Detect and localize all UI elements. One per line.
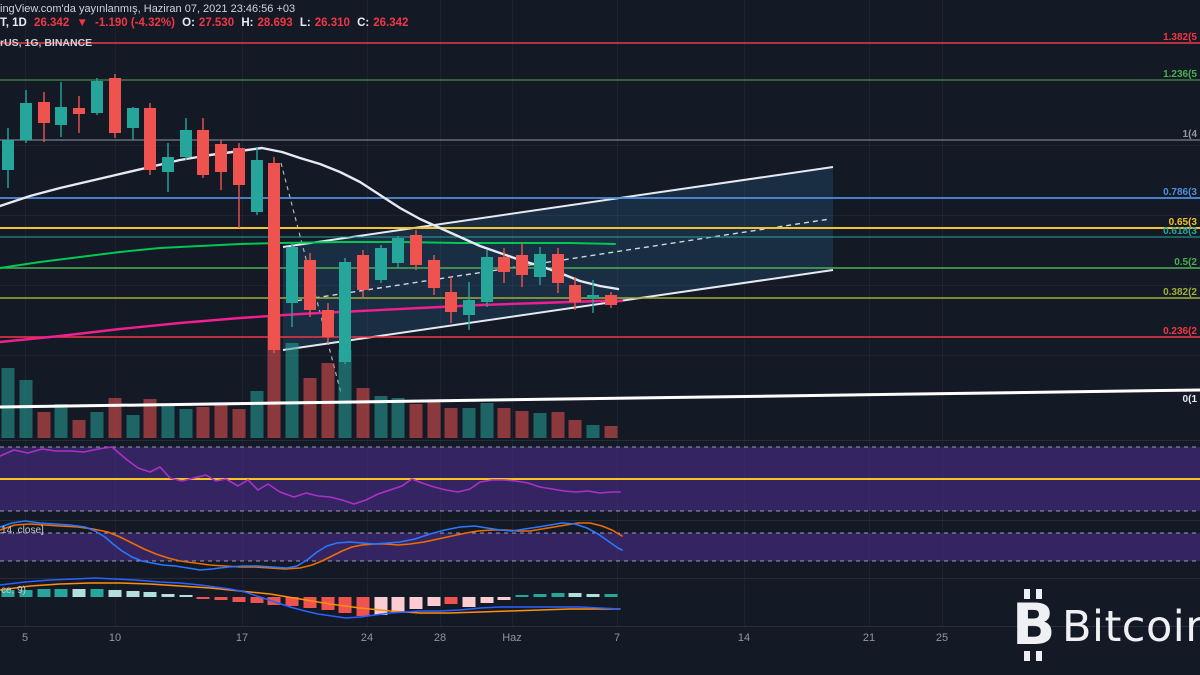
close-value: 26.342 xyxy=(373,17,409,29)
time-axis-tick: Haz xyxy=(502,632,522,644)
svg-text:0.382(2: 0.382(2 xyxy=(1163,287,1197,298)
grid-layer xyxy=(0,0,1200,626)
time-axis-tick: 10 xyxy=(109,632,121,644)
open-value: 27.530 xyxy=(198,17,235,29)
time-axis-tick: 17 xyxy=(236,632,248,644)
candles-layer xyxy=(2,74,617,364)
bitcoin-logo-prong xyxy=(1024,651,1030,661)
time-axis-tick: 21 xyxy=(863,632,875,644)
high-label: H: xyxy=(241,17,254,29)
published-timestamp: ingView.com'da yayınlanmış, Haziran 07, … xyxy=(0,3,296,15)
open-label: O: xyxy=(182,17,195,29)
bitcoin-logo-prong xyxy=(1036,589,1042,599)
rsi-line xyxy=(0,446,621,505)
macd-layer xyxy=(0,577,621,619)
pane-separators xyxy=(0,440,1200,579)
time-axis-tick: 14 xyxy=(738,632,750,644)
svg-text:0.65(3: 0.65(3 xyxy=(1169,217,1198,228)
svg-text:0.5(2: 0.5(2 xyxy=(1174,257,1197,268)
time-axis-tick: 24 xyxy=(361,632,373,644)
symbol-interval: T, 1D xyxy=(0,17,27,29)
brand-watermark: B BitcoinSist xyxy=(1006,589,1200,661)
stoch-pane-label: 14, close] xyxy=(1,525,44,536)
svg-text:0.786(3: 0.786(3 xyxy=(1163,187,1197,198)
low-value: 26.310 xyxy=(314,17,350,29)
macd-pane-label: ce, 9) xyxy=(1,585,27,596)
change-arrow-icon: ▼ xyxy=(76,17,88,29)
price-change: -1.190 (-4.32%) xyxy=(95,17,175,29)
stoch-lines xyxy=(0,520,623,571)
svg-text:1(4: 1(4 xyxy=(1183,129,1198,140)
time-axis-tick: 5 xyxy=(22,632,28,644)
instrument-exchange-label: rUS, 1G, BINANCE xyxy=(0,37,93,49)
svg-text:0.236(2: 0.236(2 xyxy=(1163,326,1197,337)
close-label: C: xyxy=(357,17,370,29)
time-axis-tick: 7 xyxy=(614,632,620,644)
brand-name: BitcoinSist xyxy=(1062,602,1200,652)
time-axis: 5 10 17 24 28 Haz 7 14 21 25 xyxy=(0,626,1200,644)
svg-text:1.382(5: 1.382(5 xyxy=(1163,32,1197,43)
svg-text:0.618(3: 0.618(3 xyxy=(1163,226,1197,237)
bitcoin-logo-icon: B xyxy=(1006,589,1062,661)
svg-text:1.236(5: 1.236(5 xyxy=(1163,69,1197,80)
last-price: 26.342 xyxy=(34,17,70,29)
low-label: L: xyxy=(299,17,311,29)
volume-layer xyxy=(1,316,618,438)
bitcoin-logo-prong xyxy=(1024,589,1030,599)
time-axis-tick: 28 xyxy=(434,632,446,644)
time-axis-tick: 25 xyxy=(936,632,948,644)
bitcoin-logo-letter: B xyxy=(1012,592,1056,658)
fib-levels-layer: 1.382(5 1.236(5 1(4 0.786(3 0.65(30.618(3 0.5… xyxy=(0,32,1200,338)
svg-text:0(1: 0(1 xyxy=(1183,394,1198,405)
fib-zero-line: 0(1 xyxy=(0,388,1200,409)
indicator-bands-layer xyxy=(0,446,1200,562)
symbol-ohlc-row: T, 1D 26.342 ▼ -1.190 (-4.32%) O: 27.530 … xyxy=(0,17,412,29)
high-value: 28.693 xyxy=(257,17,293,29)
bitcoin-logo-prong xyxy=(1036,651,1042,661)
